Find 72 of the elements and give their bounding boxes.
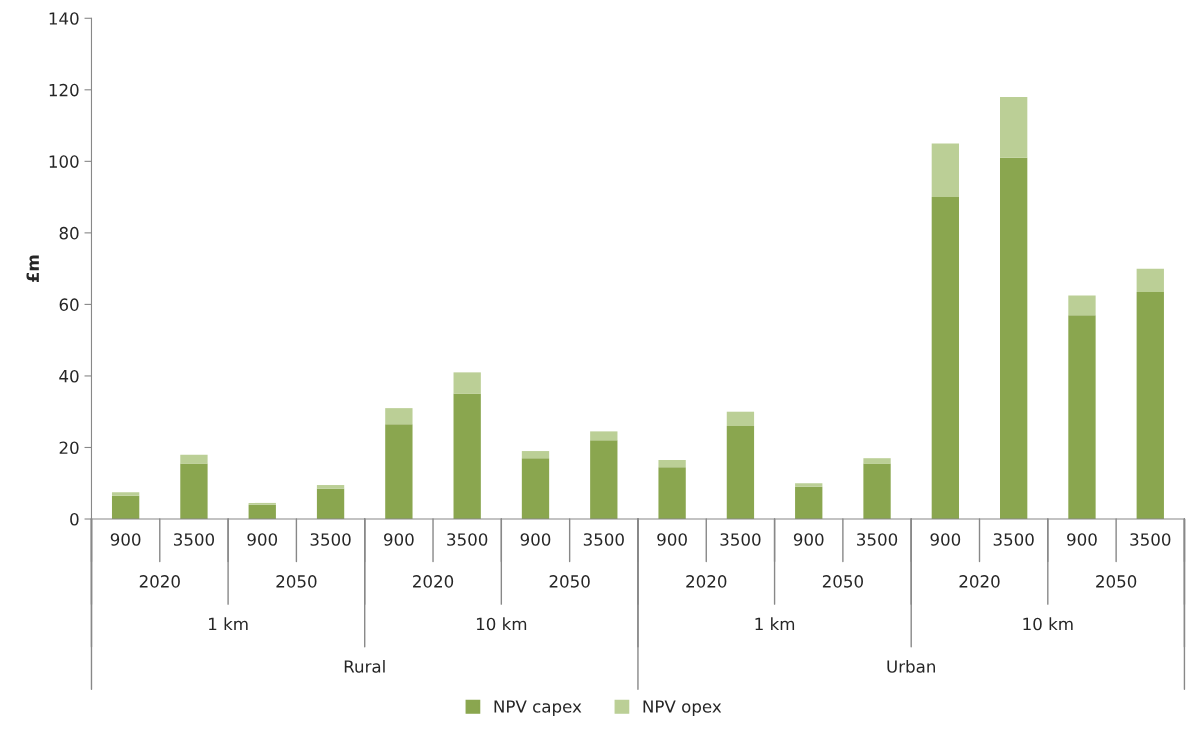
bar [248,504,276,520]
text: 2050 [1096,575,1137,588]
x-tick-label: 900 [247,533,278,546]
y-tick-label: 140 [49,12,79,25]
bar [180,454,208,464]
bar [795,486,823,520]
text: 1 km [209,617,248,631]
x-tick-label: 900 [110,533,141,546]
text: 1 km [755,617,795,631]
y-tick-label: 100 [49,155,79,168]
x-tick-label: 900 [930,533,961,546]
x-tick-label: 900 [657,533,687,546]
text: Rural [344,659,385,673]
bar [590,431,618,441]
x-tick-label: 3500 [310,533,351,546]
text: 2020 [413,575,454,588]
y-tick-label: 80 [59,226,79,240]
bar [1068,315,1096,520]
x-tick-label: 900 [520,533,551,546]
bar [111,495,140,520]
x-tick-label: 900 [384,533,414,546]
bar [795,483,823,487]
x-tick-label: 3500 [174,533,215,546]
text: Urban [887,659,935,673]
text: 2020 [686,575,727,588]
x-tick-label: 3500 [720,533,761,546]
y-tick-label: 40 [59,369,79,383]
y-tick-label: 60 [59,298,79,311]
bar [453,372,481,394]
bar [1000,157,1028,520]
x-tick-label: 3500 [993,533,1034,546]
bar [385,424,413,520]
bar [931,143,960,198]
x-tick-label: 3500 [1130,533,1171,546]
x-tick-label: 3500 [857,533,898,546]
bar [1068,295,1096,316]
x-tick-label: 3500 [447,533,488,546]
bar [1136,268,1164,292]
legend-label: NPV capex [494,700,582,716]
text: 10 km [1023,617,1073,631]
text: 2020 [959,575,1000,588]
bar [453,393,481,520]
y-tick-label: 0 [70,512,79,526]
bar [658,459,686,468]
bar [863,458,891,464]
text: 2050 [822,575,863,588]
text: 2050 [549,575,590,588]
bar [1000,96,1028,158]
bar [316,488,345,520]
bar [111,492,140,496]
text: 2050 [276,575,317,588]
bar [590,440,618,520]
bar [931,197,960,520]
text: 2020 [139,575,180,588]
y-axis-title: £m [26,255,39,283]
bar [521,458,550,520]
bar [385,408,413,425]
y-tick-label: 20 [59,441,79,455]
bar [180,463,208,520]
x-tick-label: 900 [793,533,824,546]
bar [863,463,891,520]
bar [1136,291,1164,520]
bar [316,485,345,489]
legend-label: NPV opex [643,700,722,716]
bar [658,467,686,520]
x-tick-label: 900 [1067,533,1097,546]
bar [521,451,550,459]
x-tick-label: 3500 [583,533,624,546]
bar [726,411,755,427]
text: 10 km [476,617,527,631]
y-tick-label: 120 [49,83,79,97]
bar [726,426,755,520]
